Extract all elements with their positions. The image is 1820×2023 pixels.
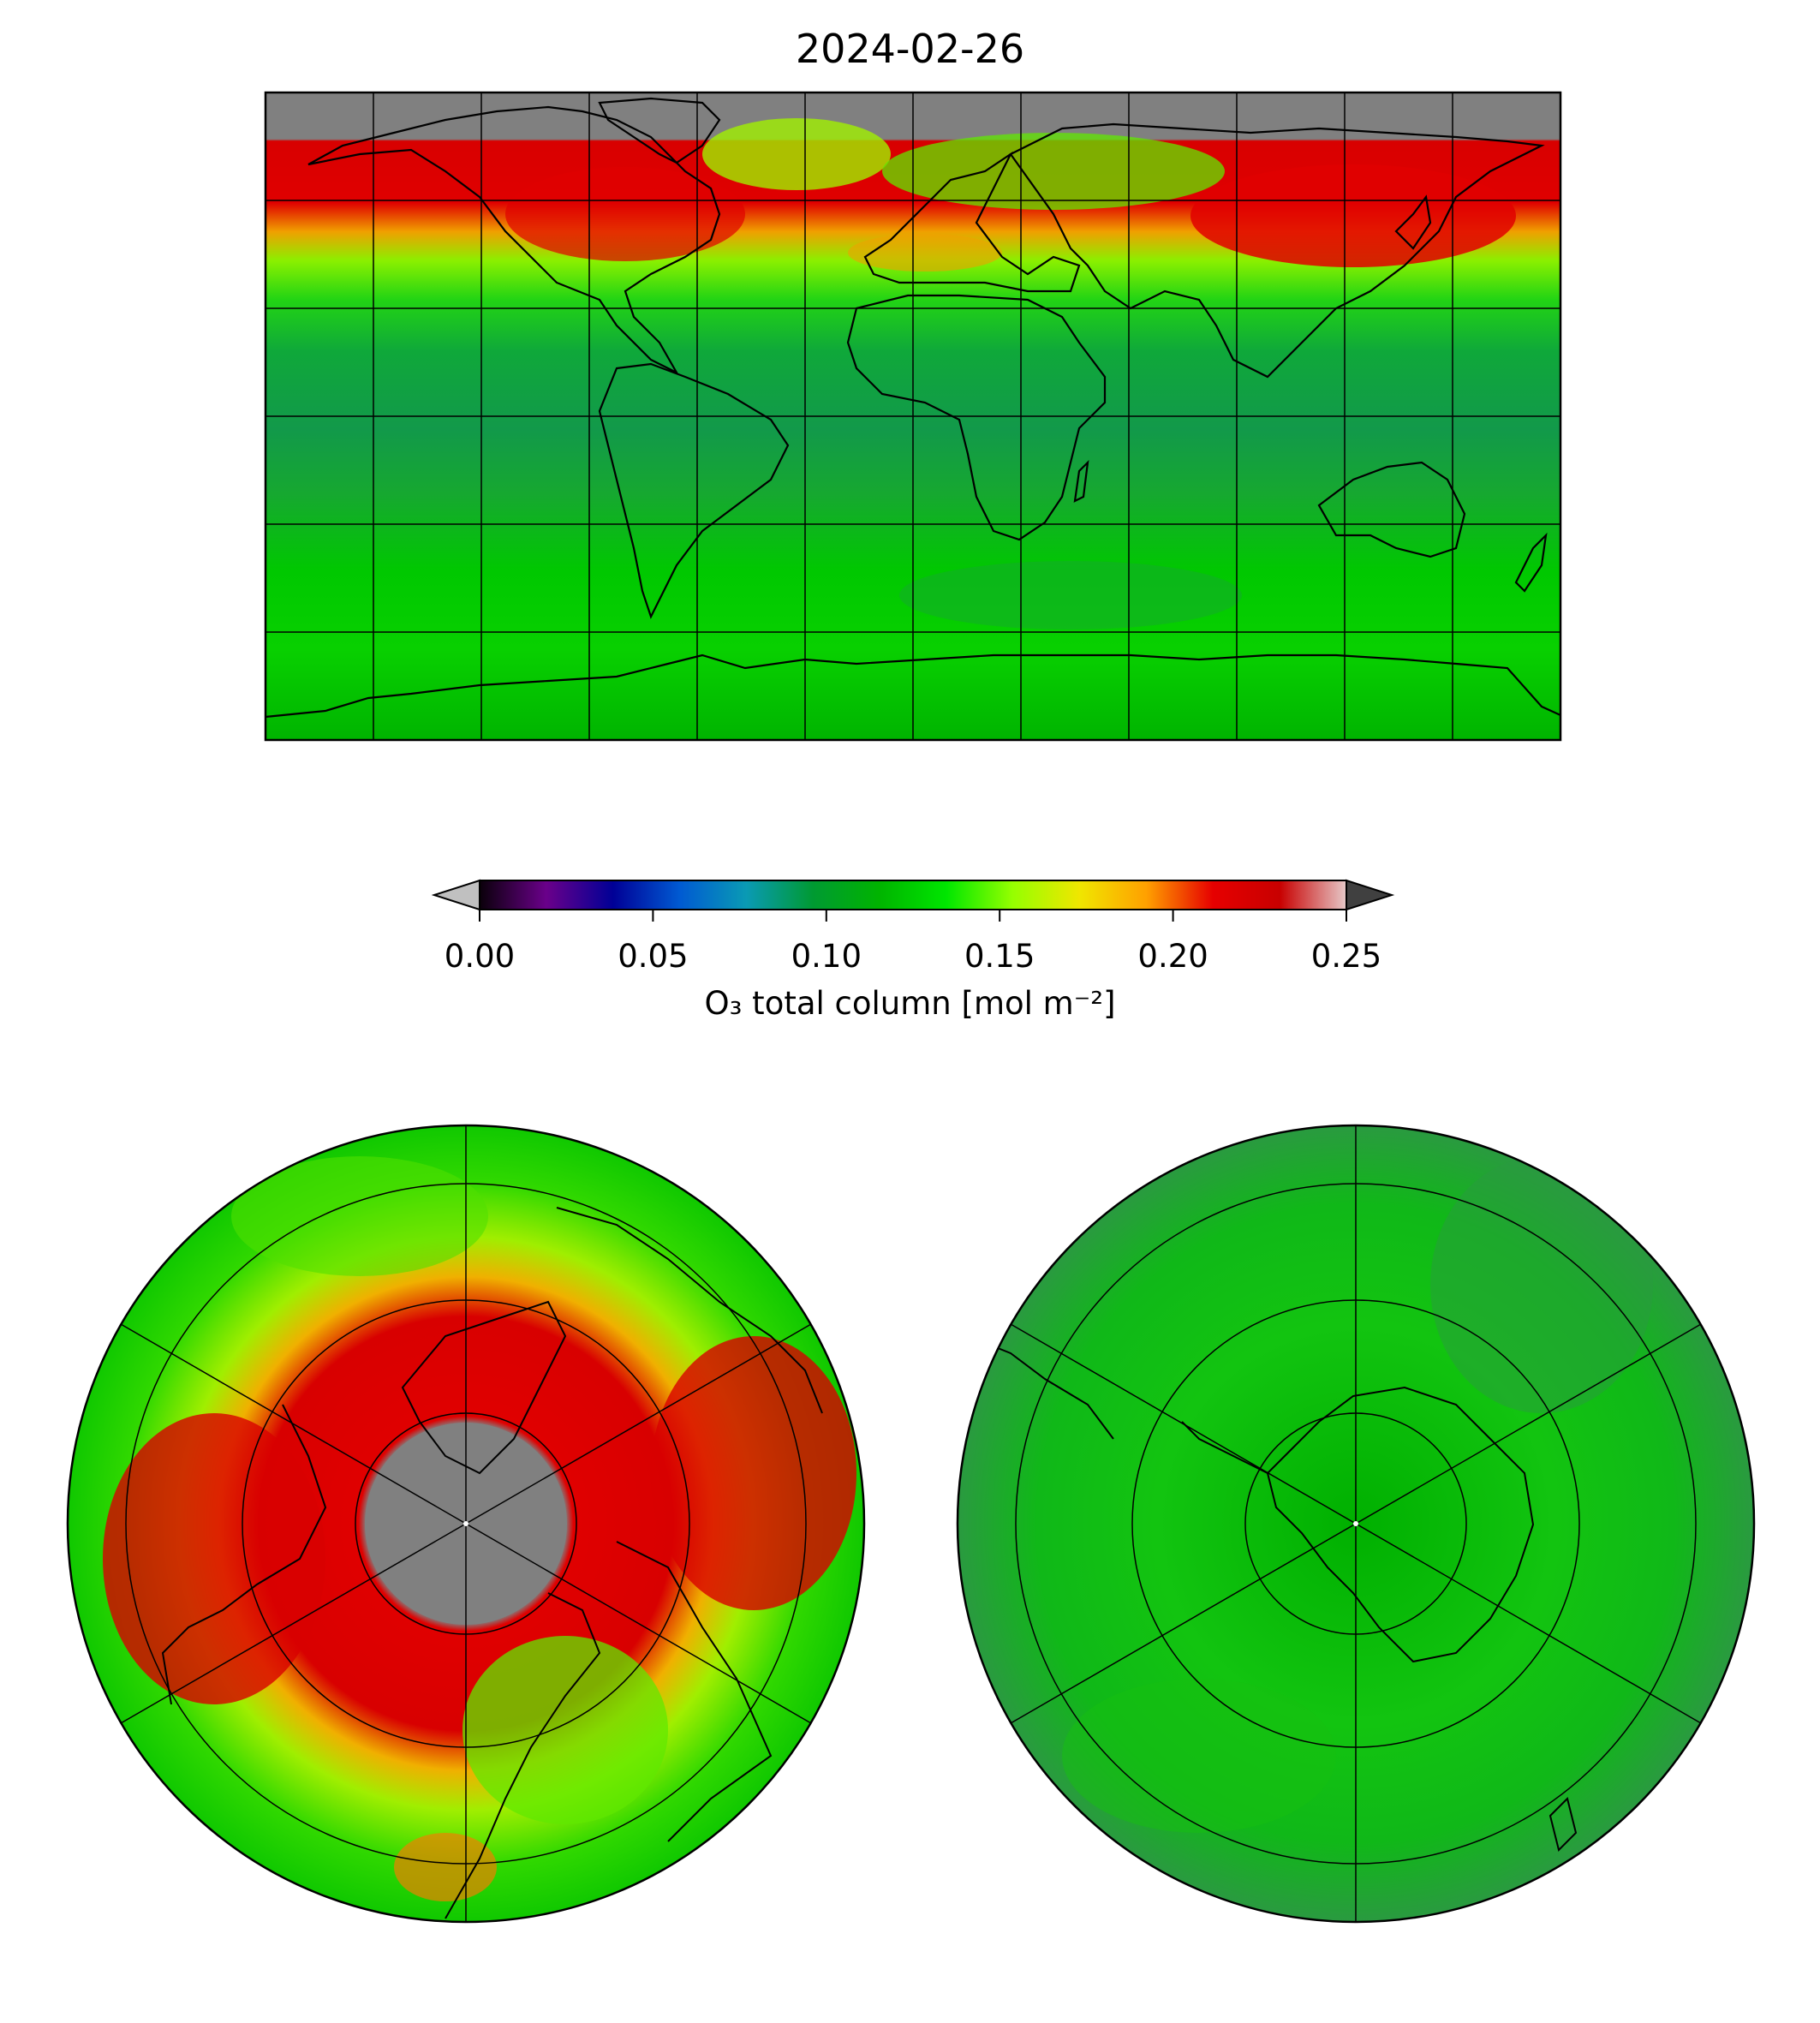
colorbar-tick-label: 0.20: [1137, 938, 1208, 975]
ozone-high-north-america: [505, 167, 745, 261]
ozone-low-pacific: [231, 1156, 488, 1276]
ozone-south-pacific: [899, 561, 1242, 630]
ozone-high-europe-polar: [394, 1833, 497, 1901]
ozone-low-north-atlantic: [702, 118, 891, 190]
colorbar-ticks: [479, 910, 1347, 922]
north-polar-map: [66, 1124, 866, 1924]
colorbar-tick-label: 0.15: [964, 938, 1035, 975]
ozone-high-ne-asia: [1190, 164, 1516, 267]
ozone-high-canada: [103, 1413, 325, 1704]
colorbar-under-triangle: [431, 879, 480, 911]
ozone-low-atlantic: [462, 1636, 668, 1824]
ozone-high-siberia: [651, 1336, 856, 1610]
colorbar: [431, 879, 1395, 922]
south-map-frame: [956, 1124, 1756, 1924]
colorbar-gradient: [479, 880, 1347, 910]
ozone-band-southern-ocean: [1062, 1679, 1336, 1833]
ozone-low-eurasia: [882, 133, 1225, 210]
ozone-low-south-pacific: [1430, 1156, 1653, 1413]
south-gridlines: [1010, 1125, 1702, 1922]
map-title: 2024-02-26: [795, 26, 1025, 72]
colorbar-tick-label: 0.25: [1310, 938, 1382, 975]
south-pole-marker: [1353, 1521, 1358, 1526]
global-gridlines: [266, 92, 1560, 740]
north-map-frame: [66, 1124, 866, 1924]
global-map: [264, 91, 1562, 742]
colorbar-label: O₃ total column [mol m⁻²]: [704, 985, 1116, 1022]
north-pole-marker: [463, 1521, 468, 1526]
colorbar-tick-label: 0.10: [791, 938, 862, 975]
south-polar-map: [956, 1124, 1756, 1924]
global-coastlines: [265, 97, 1561, 719]
north-coastlines: [161, 1207, 823, 1919]
colorbar-tick-label: 0.00: [444, 938, 516, 975]
colorbar-over-triangle: [1346, 879, 1395, 911]
global-map-frame: [264, 91, 1562, 742]
colorbar-tick-label: 0.05: [618, 938, 689, 975]
